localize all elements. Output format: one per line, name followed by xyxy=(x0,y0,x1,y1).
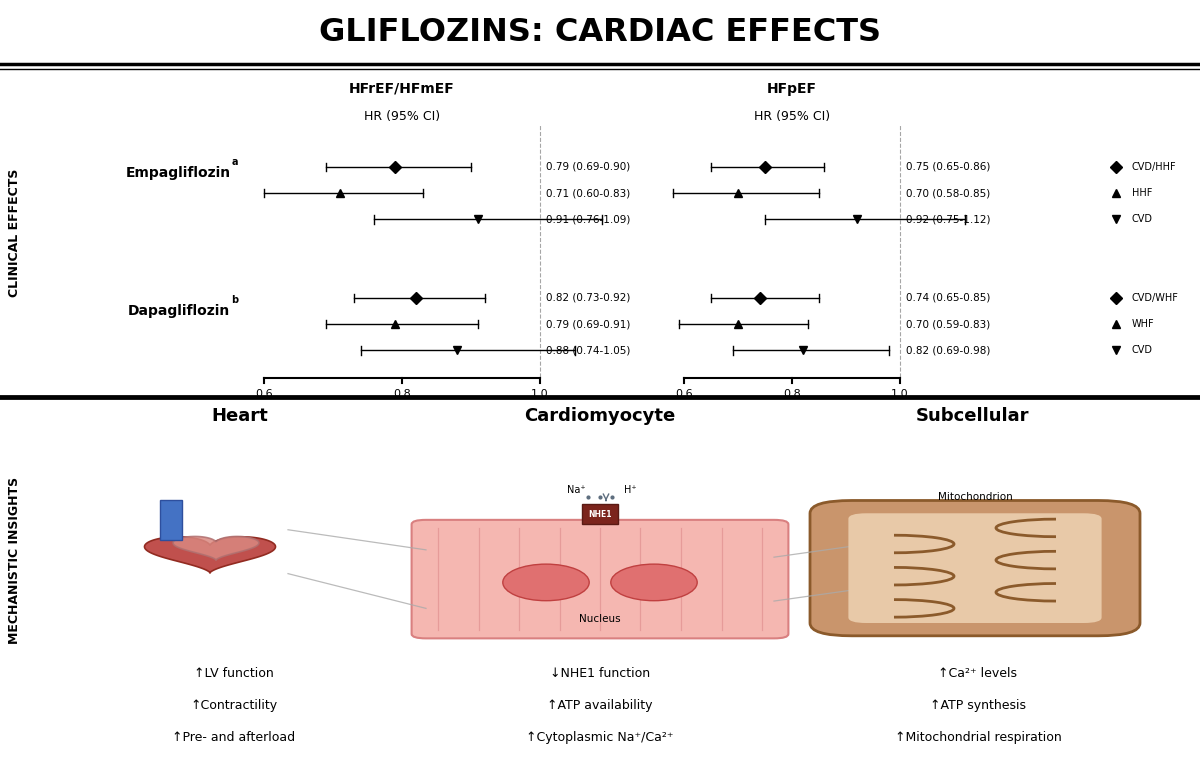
Text: Cardiomyocyte: Cardiomyocyte xyxy=(524,407,676,425)
Text: a: a xyxy=(232,157,238,167)
Text: HFrEF/HFmEF: HFrEF/HFmEF xyxy=(349,82,455,96)
Text: 1.0: 1.0 xyxy=(532,389,548,399)
Text: NHE1: NHE1 xyxy=(588,510,612,519)
FancyBboxPatch shape xyxy=(848,514,1102,623)
Text: 0.75 (0.65-0.86): 0.75 (0.65-0.86) xyxy=(906,162,990,172)
Text: ↑ATP availability: ↑ATP availability xyxy=(547,699,653,712)
Text: 0.82 (0.69-0.98): 0.82 (0.69-0.98) xyxy=(906,345,990,355)
Text: HHF: HHF xyxy=(1132,188,1152,198)
FancyBboxPatch shape xyxy=(412,520,788,639)
Text: Na⁺: Na⁺ xyxy=(566,485,586,495)
Ellipse shape xyxy=(611,564,697,600)
Text: ↑Ca²⁺ levels: ↑Ca²⁺ levels xyxy=(938,667,1018,680)
Text: 0.82 (0.73-0.92): 0.82 (0.73-0.92) xyxy=(546,293,630,303)
Text: 0.70 (0.59-0.83): 0.70 (0.59-0.83) xyxy=(906,319,990,329)
Ellipse shape xyxy=(503,564,589,600)
Text: CVD: CVD xyxy=(1132,214,1153,224)
Text: ↑Cytoplasmic Na⁺/Ca²⁺: ↑Cytoplasmic Na⁺/Ca²⁺ xyxy=(527,732,673,744)
Text: WHF: WHF xyxy=(1132,319,1154,329)
Text: Empagliflozin: Empagliflozin xyxy=(125,166,230,181)
Text: Nucleus: Nucleus xyxy=(580,614,620,624)
Text: ↑Mitochondrial respiration: ↑Mitochondrial respiration xyxy=(895,732,1061,744)
Text: CLINICAL EFFECTS: CLINICAL EFFECTS xyxy=(8,168,20,296)
Text: ↑LV function: ↑LV function xyxy=(194,667,274,680)
Text: Dapagliflozin: Dapagliflozin xyxy=(128,304,230,318)
Text: 0.92 (0.75-1.12): 0.92 (0.75-1.12) xyxy=(906,214,990,224)
Text: 0.6: 0.6 xyxy=(676,389,692,399)
Text: CVD/HHF: CVD/HHF xyxy=(1132,162,1176,172)
Text: 0.6: 0.6 xyxy=(256,389,272,399)
Text: GLIFLOZINS: CARDIAC EFFECTS: GLIFLOZINS: CARDIAC EFFECTS xyxy=(319,18,881,49)
Polygon shape xyxy=(144,536,276,573)
Bar xyxy=(582,504,618,524)
Text: ↓NHE1 function: ↓NHE1 function xyxy=(550,667,650,680)
Polygon shape xyxy=(173,536,259,560)
Bar xyxy=(160,500,182,540)
FancyBboxPatch shape xyxy=(810,501,1140,636)
Text: 0.8: 0.8 xyxy=(784,389,800,399)
Text: CVD: CVD xyxy=(1132,345,1153,355)
Text: ↑Pre- and afterload: ↑Pre- and afterload xyxy=(173,732,295,744)
Text: b: b xyxy=(232,295,239,305)
Text: HR (95% CI): HR (95% CI) xyxy=(754,110,830,123)
Text: 0.91 (0.76-1.09): 0.91 (0.76-1.09) xyxy=(546,214,630,224)
Text: HFpEF: HFpEF xyxy=(767,82,817,96)
Text: ↑ATP synthesis: ↑ATP synthesis xyxy=(930,699,1026,712)
Text: 0.79 (0.69-0.90): 0.79 (0.69-0.90) xyxy=(546,162,630,172)
Text: 0.79 (0.69-0.91): 0.79 (0.69-0.91) xyxy=(546,319,630,329)
Text: 0.8: 0.8 xyxy=(394,389,410,399)
Text: 0.88 (0.74-1.05): 0.88 (0.74-1.05) xyxy=(546,345,630,355)
Text: ↑Contractility: ↑Contractility xyxy=(191,699,277,712)
Text: CVD/WHF: CVD/WHF xyxy=(1132,293,1178,303)
Text: HR (95% CI): HR (95% CI) xyxy=(364,110,440,123)
Text: 0.70 (0.58-0.85): 0.70 (0.58-0.85) xyxy=(906,188,990,198)
Text: H⁺: H⁺ xyxy=(624,485,636,495)
Text: 0.74 (0.65-0.85): 0.74 (0.65-0.85) xyxy=(906,293,990,303)
Text: 0.71 (0.60-0.83): 0.71 (0.60-0.83) xyxy=(546,188,630,198)
Text: Heart: Heart xyxy=(211,407,269,425)
Text: 1.0: 1.0 xyxy=(892,389,908,399)
Text: MECHANISTIC INSIGHTS: MECHANISTIC INSIGHTS xyxy=(8,477,20,645)
Text: Subcellular: Subcellular xyxy=(916,407,1028,425)
Text: Mitochondrion: Mitochondrion xyxy=(937,492,1013,502)
